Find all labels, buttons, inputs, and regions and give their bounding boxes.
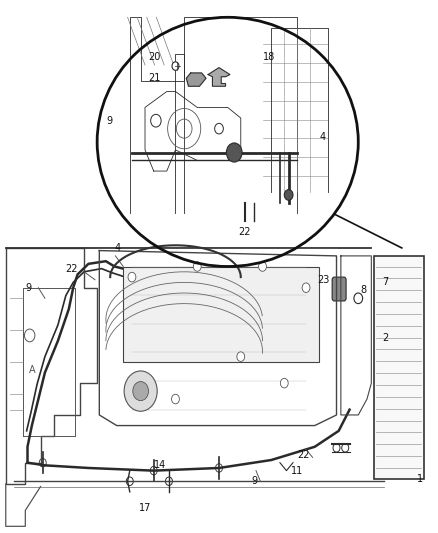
Polygon shape: [208, 68, 230, 86]
Text: 22: 22: [297, 450, 310, 460]
Text: 1: 1: [417, 474, 423, 483]
Circle shape: [124, 371, 157, 411]
Circle shape: [126, 477, 133, 486]
Circle shape: [215, 464, 223, 472]
Text: 8: 8: [360, 285, 367, 295]
Text: 21: 21: [148, 73, 160, 83]
Text: 18: 18: [262, 52, 275, 62]
Circle shape: [215, 123, 223, 134]
Circle shape: [280, 378, 288, 388]
FancyBboxPatch shape: [332, 277, 346, 301]
Circle shape: [128, 272, 136, 282]
Text: 22: 22: [239, 227, 251, 237]
Text: A: A: [28, 365, 35, 375]
Circle shape: [172, 394, 180, 404]
Circle shape: [258, 262, 266, 271]
Text: 7: 7: [382, 277, 389, 287]
Text: 23: 23: [318, 274, 330, 285]
Text: 2: 2: [382, 333, 389, 343]
Polygon shape: [123, 266, 319, 362]
Circle shape: [226, 143, 242, 162]
Text: 20: 20: [148, 52, 160, 62]
Circle shape: [302, 283, 310, 293]
Bar: [374, 256, 424, 479]
Circle shape: [284, 190, 293, 200]
Ellipse shape: [97, 17, 358, 266]
Text: 9: 9: [26, 282, 32, 293]
Text: 11: 11: [291, 466, 303, 475]
Text: 17: 17: [138, 503, 151, 513]
Polygon shape: [186, 73, 206, 86]
Circle shape: [166, 477, 173, 486]
Circle shape: [151, 114, 161, 127]
Circle shape: [354, 293, 363, 304]
Text: 4: 4: [319, 132, 325, 142]
Circle shape: [25, 329, 35, 342]
Text: 9: 9: [106, 116, 113, 126]
Text: 4: 4: [115, 243, 121, 253]
Text: 9: 9: [252, 477, 258, 486]
Text: 22: 22: [65, 264, 78, 274]
Circle shape: [237, 352, 245, 361]
Circle shape: [193, 262, 201, 271]
Text: 14: 14: [154, 461, 166, 470]
Circle shape: [333, 443, 340, 452]
Circle shape: [150, 466, 157, 475]
Circle shape: [172, 62, 179, 70]
Circle shape: [133, 382, 148, 401]
Circle shape: [342, 443, 349, 452]
Circle shape: [39, 458, 46, 467]
